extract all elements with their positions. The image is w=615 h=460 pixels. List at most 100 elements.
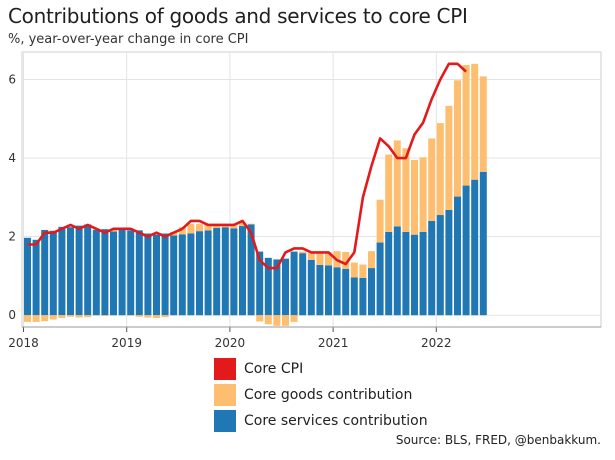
bar-core-goods [230, 225, 238, 229]
legend-label-core-cpi: Core CPI [244, 361, 304, 377]
bar-core-goods [445, 105, 453, 210]
bar-core-services [411, 234, 418, 316]
bar-core-services [376, 242, 384, 316]
bar-core-goods [67, 315, 74, 317]
bar-core-goods [32, 315, 40, 322]
bar-core-goods [428, 138, 436, 221]
bar-core-services [368, 268, 375, 316]
legend-swatch-core-goods [214, 384, 236, 406]
bar-core-goods [256, 315, 264, 322]
bar-core-goods [454, 80, 461, 197]
bar-core-goods [299, 251, 307, 254]
bar-core-goods [419, 157, 427, 232]
bar-core-services [307, 259, 315, 316]
bar-core-services [41, 229, 49, 316]
bar-core-goods [316, 251, 324, 265]
bar-core-services [144, 233, 152, 316]
y-tick-label: 0 [8, 308, 16, 322]
bar-core-services [359, 277, 367, 316]
bar-core-goods [58, 315, 66, 318]
bar-core-services [101, 229, 109, 316]
bar-core-services [264, 257, 272, 316]
bars [24, 63, 487, 326]
bar-core-services [239, 226, 246, 316]
bar-core-goods [101, 315, 109, 316]
bar-core-goods [479, 76, 487, 172]
bar-core-goods [75, 315, 83, 318]
bar-core-services [170, 235, 178, 316]
chart-title: Contributions of goods and services to c… [8, 4, 468, 28]
bar-core-services [221, 227, 229, 316]
bar-core-services [350, 277, 358, 316]
bar-core-services [256, 251, 264, 316]
bar-core-services [67, 227, 74, 316]
bar-core-services [342, 268, 350, 316]
bar-core-goods [307, 252, 315, 260]
y-tick-label: 2 [8, 230, 16, 244]
legend-item-core-services: Core services contribution [214, 408, 428, 434]
bar-core-services [402, 231, 410, 316]
bar-core-goods [462, 64, 470, 186]
bar-core-services [110, 231, 117, 316]
bar-core-goods [350, 262, 358, 278]
bar-core-goods [239, 222, 246, 227]
bar-core-services [273, 259, 281, 316]
bar-core-goods [204, 224, 212, 231]
bar-core-goods [247, 223, 255, 225]
x-tick-label: 2020 [215, 336, 246, 350]
bar-core-services [316, 264, 324, 316]
bar-core-goods [359, 264, 367, 278]
grid-lines [21, 51, 602, 328]
bar-core-goods [402, 148, 410, 232]
bar-core-services [419, 231, 427, 316]
bar-core-services [135, 230, 143, 316]
bar-core-services [471, 179, 479, 316]
bar-core-goods [385, 154, 393, 232]
bar-core-services [299, 253, 307, 316]
bar-core-goods [153, 315, 160, 318]
bar-core-goods [411, 160, 418, 235]
bar-core-goods [325, 252, 332, 266]
source-note: Source: BLS, FRED, @benbakkum. [395, 433, 601, 447]
bar-core-services [204, 230, 212, 316]
bar-core-services [92, 229, 100, 316]
legend-item-core-cpi: Core CPI [214, 356, 428, 382]
core-cpi-line [27, 62, 467, 270]
bar-core-services [230, 228, 238, 316]
bar-core-goods [471, 63, 479, 180]
bar-core-services [75, 225, 83, 316]
bar-core-goods [342, 251, 350, 269]
bar-core-services [58, 226, 66, 316]
bar-core-goods [282, 315, 289, 326]
bar-core-services [178, 234, 186, 316]
legend: Core CPI Core goods contribution Core se… [214, 356, 428, 434]
y-tick-label: 6 [8, 73, 16, 87]
bar-core-services [153, 234, 160, 316]
bar-core-services [49, 230, 57, 316]
bar-core-goods [393, 140, 401, 227]
bar-core-services [32, 239, 40, 316]
bar-core-goods [436, 123, 444, 216]
bar-core-goods [84, 315, 92, 318]
legend-swatch-core-cpi [214, 358, 236, 380]
bar-core-services [454, 196, 461, 316]
x-tick-label: 2019 [111, 336, 142, 350]
bar-core-services [325, 265, 332, 316]
legend-swatch-core-services [214, 410, 236, 432]
bar-core-services [118, 229, 126, 316]
bar-core-goods [49, 315, 57, 320]
bar-core-services [393, 226, 401, 316]
bar-core-services [127, 230, 135, 316]
x-tick-label: 2021 [318, 336, 349, 350]
y-tick-label: 4 [8, 151, 16, 165]
bar-core-services [333, 267, 341, 316]
bar-core-services [84, 224, 92, 316]
bar-core-goods [24, 315, 31, 322]
bar-core-services [247, 224, 255, 316]
bar-core-goods [144, 315, 152, 318]
bar-core-goods [110, 229, 117, 232]
bar-core-services [282, 258, 289, 316]
bar-core-services [428, 220, 436, 316]
bar-core-services [24, 237, 31, 316]
